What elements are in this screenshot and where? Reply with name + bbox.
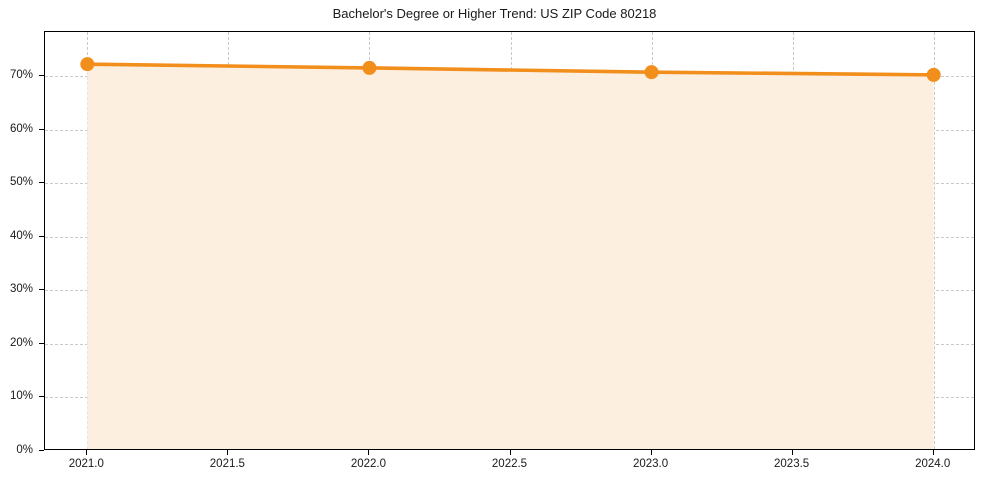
x-tick-mark-2021 <box>86 450 88 455</box>
y-tick-label-30: 30% <box>9 283 33 296</box>
x-tick-mark-2021.5 <box>227 450 229 455</box>
x-tick-label-2024: 2024.0 <box>915 458 951 470</box>
gridline-x-2024 <box>933 32 935 449</box>
x-tick-label-2021: 2021.0 <box>68 458 104 470</box>
x-tick-mark-2023 <box>650 450 652 455</box>
y-tick-label-10: 10% <box>9 390 33 403</box>
x-tick-mark-2022 <box>368 450 370 455</box>
x-tick-label-2022: 2022.0 <box>350 458 387 470</box>
y-tick-label-0: 0% <box>16 444 33 456</box>
x-tick-label-2022.5: 2022.5 <box>491 458 528 470</box>
y-tick-mark-20 <box>39 342 44 344</box>
series-plot <box>80 57 941 449</box>
x-tick-label-2023: 2023.0 <box>632 458 669 470</box>
line-bachelors <box>85 62 936 77</box>
data-point-2021 <box>80 57 95 72</box>
x-tick-label-2023.5: 2023.5 <box>774 458 810 470</box>
y-tick-label-20: 20% <box>9 336 33 349</box>
y-tick-mark-50 <box>39 182 44 184</box>
area-fill-bachelors <box>87 64 934 449</box>
data-point-2024 <box>926 67 941 82</box>
data-point-2023 <box>644 65 659 80</box>
y-tick-label-70: 70% <box>9 68 33 81</box>
y-tick-mark-30 <box>39 289 44 291</box>
chart-title: Bachelor's Degree or Higher Trend: US ZI… <box>332 6 657 21</box>
y-tick-mark-70 <box>39 74 44 76</box>
y-tick-label-40: 40% <box>9 229 33 242</box>
y-tick-label-50: 50% <box>9 176 33 189</box>
plot-area <box>44 31 975 450</box>
x-tick-mark-2024 <box>932 450 934 455</box>
y-tick-mark-60 <box>39 128 44 130</box>
x-tick-mark-2022.5 <box>509 450 511 455</box>
x-tick-label-2021.5: 2021.5 <box>209 458 245 470</box>
y-tick-mark-10 <box>39 396 44 398</box>
data-point-2022 <box>362 60 377 75</box>
x-tick-mark-2023.5 <box>791 450 793 455</box>
y-tick-label-60: 60% <box>9 122 33 135</box>
data-point-markers <box>80 57 941 82</box>
y-tick-mark-0 <box>39 450 44 451</box>
y-tick-mark-40 <box>39 235 44 237</box>
